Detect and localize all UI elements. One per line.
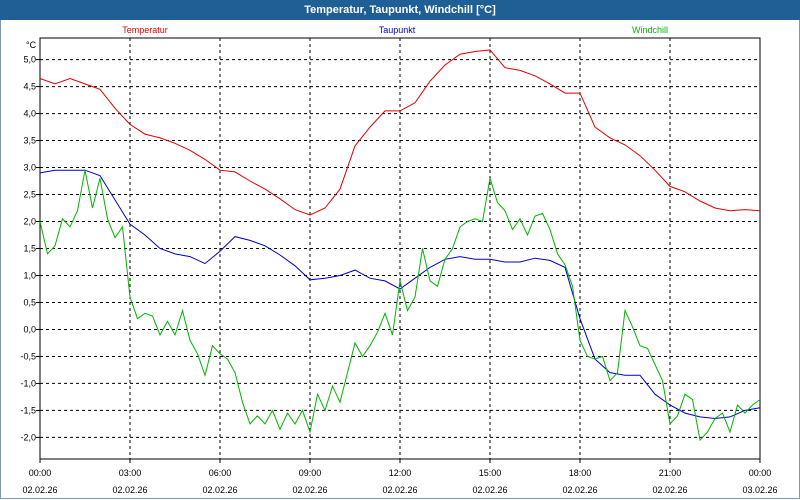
- legend: Temperatur Taupunkt Windchill: [122, 25, 668, 35]
- x-tick-label-date: 02.02.26: [562, 485, 597, 495]
- y-tick-label: 2,0: [23, 217, 36, 227]
- x-tick-label-time: 09:00: [299, 468, 322, 478]
- series-lines: [39, 49, 761, 442]
- y-tick-label: 4,0: [23, 109, 36, 119]
- y-tick-label: -1,5: [20, 405, 36, 415]
- legend-taupunkt: Taupunkt: [379, 25, 416, 35]
- y-tick-label: 3,0: [23, 163, 36, 173]
- x-axis-ticks: 00:00 02.02.26 03:00 02.02.26 06:00 02.02.26 0…: [22, 459, 778, 495]
- x-tick-label-time: 12:00: [389, 468, 412, 478]
- x-tick-label-date: 02.02.26: [652, 485, 687, 495]
- y-tick-label: 2,5: [23, 190, 36, 200]
- series-line-taupunkt: [39, 169, 761, 420]
- series-line-temperatur: [39, 49, 761, 216]
- series-line-windchill: [39, 170, 761, 442]
- x-tick-label-date: 02.02.26: [382, 485, 417, 495]
- x-tick-label-time: 21:00: [659, 468, 682, 478]
- x-tick-label-time: 15:00: [479, 468, 502, 478]
- legend-windchill: Windchill: [632, 25, 668, 35]
- y-tick-label: 1,5: [23, 244, 36, 254]
- x-tick-label-time: 00:00: [749, 468, 772, 478]
- x-tick-label-date: 02.02.26: [472, 485, 507, 495]
- y-tick-label: 1,0: [23, 270, 36, 280]
- y-axis-ticks: -2,0 -1,5 -1,0 -0,5 0,0 0,5 1,0 1,5 2,0 2,5 3,0 3,5…: [20, 55, 40, 442]
- x-tick-label-date: 02.02.26: [202, 485, 237, 495]
- y-tick-label: 4,5: [23, 82, 36, 92]
- y-tick-label: -1,0: [20, 378, 36, 388]
- x-tick-label-date: 03.02.26: [742, 485, 777, 495]
- y-axis-label: °C: [26, 40, 37, 50]
- x-tick-label-date: 02.02.26: [22, 485, 57, 495]
- x-tick-label-time: 06:00: [209, 468, 232, 478]
- x-tick-label-date: 02.02.26: [112, 485, 147, 495]
- y-tick-label: -0,5: [20, 351, 36, 361]
- legend-temperatur: Temperatur: [122, 25, 168, 35]
- x-tick-label-date: 02.02.26: [292, 485, 327, 495]
- x-tick-label-time: 18:00: [569, 468, 592, 478]
- y-tick-label: 0,5: [23, 297, 36, 307]
- x-tick-label-time: 00:00: [29, 468, 52, 478]
- y-tick-label: 3,5: [23, 136, 36, 146]
- grid-lines: [40, 38, 760, 459]
- y-tick-label: 0,0: [23, 324, 36, 334]
- y-tick-label: 5,0: [23, 55, 36, 65]
- chart-title: Temperatur, Taupunkt, Windchill [°C]: [0, 0, 800, 20]
- x-tick-label-time: 03:00: [119, 468, 142, 478]
- y-tick-label: -2,0: [20, 432, 36, 442]
